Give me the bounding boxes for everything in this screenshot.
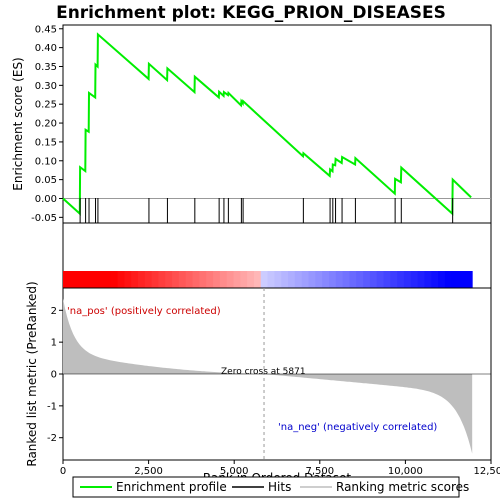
color-bar-segment xyxy=(138,271,145,288)
color-bar-segment xyxy=(111,271,118,288)
color-bar-segment xyxy=(233,271,240,288)
metric-y-label: Ranked list metric (PreRanked) xyxy=(25,281,39,466)
color-bar-segment xyxy=(418,271,425,288)
metric-y-tick-label: -2 xyxy=(47,433,57,444)
es-y-tick-label: 0.10 xyxy=(35,156,57,167)
rank-color-bar xyxy=(63,271,473,288)
es-y-tick-label: 0.05 xyxy=(35,175,57,186)
color-bar-segment xyxy=(152,271,159,288)
es-panel-frame xyxy=(63,25,491,223)
color-bar-segment xyxy=(424,271,431,288)
color-bar-segment xyxy=(356,271,363,288)
color-bar-segment xyxy=(131,271,138,288)
annotation-pos: 'na_pos' (positively correlated) xyxy=(67,306,221,317)
color-bar-segment xyxy=(411,271,418,288)
color-bar-segment xyxy=(97,271,104,288)
color-bar-segment xyxy=(438,271,445,288)
annotation-neg: 'na_neg' (negatively correlated) xyxy=(278,422,437,433)
color-bar-segment xyxy=(404,271,411,288)
es-y-tick-label: 0.40 xyxy=(35,43,57,54)
metric-y-tick-label: 1 xyxy=(51,338,57,349)
es-y-tick-label: 0.25 xyxy=(35,100,57,111)
color-bar-segment xyxy=(465,271,472,288)
color-bar-segment xyxy=(145,271,152,288)
x-tick-label: 0 xyxy=(60,466,66,477)
annotation-zero-cross: Zero cross at 5871 xyxy=(221,367,306,377)
color-bar-segment xyxy=(384,271,391,288)
color-bar-segment xyxy=(63,271,70,288)
color-bar-segment xyxy=(213,271,220,288)
color-bar-segment xyxy=(309,271,316,288)
metric-y-axis: -2 -1 0 1 2 xyxy=(47,306,63,444)
color-bar-segment xyxy=(104,271,111,288)
x-tick-label: 2,500 xyxy=(134,466,163,477)
legend-hits-label: Hits xyxy=(268,480,291,494)
color-bar-segment xyxy=(343,271,350,288)
enrichment-profile-line xyxy=(63,34,471,213)
color-bar-segment xyxy=(77,271,84,288)
color-bar-segment xyxy=(261,271,268,288)
color-bar-segment xyxy=(397,271,404,288)
color-bar-segment xyxy=(268,271,275,288)
es-y-tick-label: 0.35 xyxy=(35,62,57,73)
legend-metric-label: Ranking metric scores xyxy=(336,480,469,494)
color-bar-segment xyxy=(240,271,247,288)
metric-y-tick-label: -1 xyxy=(47,401,57,412)
color-bar-segment xyxy=(431,271,438,288)
color-bar-segment xyxy=(227,271,234,288)
color-bar-segment xyxy=(206,271,213,288)
color-bar-segment xyxy=(158,271,165,288)
color-bar-segment xyxy=(172,271,179,288)
color-bar-segment xyxy=(363,271,370,288)
color-bar-segment xyxy=(254,271,261,288)
hits-marks xyxy=(80,198,453,223)
color-bar-segment xyxy=(179,271,186,288)
color-bar-segment xyxy=(118,271,125,288)
x-tick-label: 12,500 xyxy=(474,466,500,477)
color-bar-segment xyxy=(336,271,343,288)
es-y-tick-label: 0.20 xyxy=(35,119,57,130)
color-bar-segment xyxy=(83,271,90,288)
color-bar-segment xyxy=(193,271,200,288)
metric-y-tick-label: 2 xyxy=(51,306,57,317)
color-bar-segment xyxy=(274,271,281,288)
color-bar-segment xyxy=(165,271,172,288)
color-bar-segment xyxy=(315,271,322,288)
es-y-tick-label: 0.15 xyxy=(35,137,57,148)
metric-y-tick-label: 0 xyxy=(51,370,57,381)
color-bar-segment xyxy=(288,271,295,288)
color-bar-segment xyxy=(459,271,466,288)
es-y-tick-label: -0.05 xyxy=(31,213,57,224)
color-bar-segment xyxy=(322,271,329,288)
color-bar-segment xyxy=(70,271,77,288)
color-bar-segment xyxy=(329,271,336,288)
color-bar-segment xyxy=(124,271,131,288)
color-bar-segment xyxy=(452,271,459,288)
es-y-tick-label: 0.30 xyxy=(35,81,57,92)
color-bar-segment xyxy=(220,271,227,288)
es-y-axis: -0.05 0.00 0.05 0.10 0.15 0.20 0.25 0.30 0.35 0.4… xyxy=(31,24,63,224)
color-bar-segment xyxy=(377,271,384,288)
color-bar-segment xyxy=(281,271,288,288)
chart-title: Enrichment plot: KEGG_PRION_DISEASES xyxy=(56,3,446,23)
x-tick-label: 10,000 xyxy=(388,466,423,477)
es-y-tick-label: 0.00 xyxy=(35,194,57,205)
legend-es-label: Enrichment profile xyxy=(116,480,227,494)
es-y-tick-label: 0.45 xyxy=(35,24,57,35)
color-bar-segment xyxy=(302,271,309,288)
color-bar-segment xyxy=(247,271,254,288)
es-y-label: Enrichment score (ES) xyxy=(11,57,25,190)
color-bar-segment xyxy=(199,271,206,288)
color-bar-segment xyxy=(186,271,193,288)
color-bar-segment xyxy=(349,271,356,288)
color-bar-segment xyxy=(370,271,377,288)
color-bar-segment xyxy=(295,271,302,288)
color-bar-segment xyxy=(90,271,97,288)
color-bar-segment xyxy=(445,271,452,288)
color-bar-segment xyxy=(390,271,397,288)
